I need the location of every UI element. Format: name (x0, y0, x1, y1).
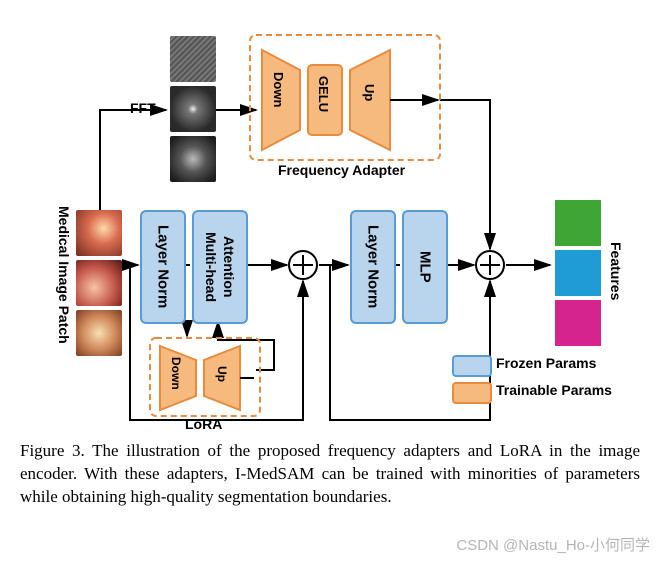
feature-block-magenta (555, 300, 601, 346)
mlp-label: MLP (417, 251, 434, 283)
freq-down-label: Down (271, 72, 286, 107)
layer-norm-label: Layer Norm (365, 225, 382, 308)
legend-frozen-text: Frozen Params (496, 355, 596, 371)
feature-block-green (555, 200, 601, 246)
freq-up-label: Up (362, 84, 377, 101)
watermark: CSDN @Nastu_Ho-小何同学 (456, 534, 650, 555)
lora-down-label: Down (169, 357, 183, 390)
freq-gelu-label: GELU (316, 76, 331, 112)
mha-label-1: Multi-head (203, 232, 219, 302)
figure-caption: Figure 3. The illustration of the propos… (20, 440, 640, 509)
layer-norm-label: Layer Norm (155, 225, 172, 308)
lora-label: LoRA (185, 416, 222, 432)
layer-norm-block: Layer Norm (140, 210, 186, 324)
lora-up-label: Up (215, 366, 229, 382)
feature-block-blue (555, 250, 601, 296)
features-label: Features (608, 242, 624, 300)
legend-frozen-swatch (452, 355, 492, 377)
mha-block: Multi-head Attention (192, 210, 248, 324)
legend-trainable-swatch (452, 382, 492, 404)
layer-norm-block: Layer Norm (350, 210, 396, 324)
freq-adapter-label: Frequency Adapter (278, 162, 405, 178)
mlp-block: MLP (402, 210, 448, 324)
legend-trainable-text: Trainable Params (496, 382, 612, 398)
architecture-diagram: Medical Image Patch FFT (20, 10, 650, 430)
mha-label-2: Attention (221, 236, 237, 297)
